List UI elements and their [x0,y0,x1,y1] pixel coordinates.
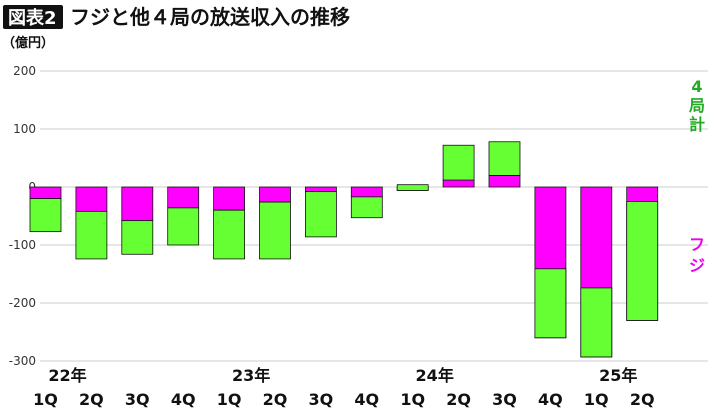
bar-others [580,287,613,358]
chart-title: フジと他４局の放送収入の推移 [70,5,350,29]
y-tick-label: -100 [9,238,36,252]
x-tick-label: 4Q [354,390,379,409]
series-label-char: 計 [689,115,705,134]
unit-label: （億円） [2,35,54,51]
series-label-char: 4 [691,77,702,96]
series-label-char: 局 [689,96,705,115]
bar-fuji [442,179,475,188]
y-tick-label: -300 [9,354,36,368]
y-tick-label: 200 [13,64,36,78]
x-tick-label: 1Q [400,390,425,409]
bar-others [167,207,200,246]
x-tick-label: 2Q [630,390,655,409]
bar-fuji [304,186,337,193]
x-tick-label: 2Q [446,390,471,409]
title-badge: 図表2 [8,7,57,29]
x-tick-label: 4Q [171,390,196,409]
bar-fuji [488,174,521,188]
x-tick-label: 1Q [584,390,609,409]
bar-fuji [350,186,383,198]
series-label-char: フ [689,235,705,254]
bar-others [75,210,108,260]
x-tick-label: 2Q [79,390,104,409]
title-badge-background [3,5,63,29]
bar-others [488,141,521,176]
year-labels: 22年 23年 24年 25年 [48,366,637,385]
bar-others [626,201,659,321]
bar-fuji [259,186,291,203]
bar-others [259,201,291,260]
chart-header: 図表2 フジと他４局の放送収入の推移 （億円） [2,5,350,51]
year-label: 24年 [416,366,454,385]
x-tick-label: 3Q [492,390,517,409]
y-tick-label: -200 [9,296,36,310]
bar-others [534,268,567,339]
bar-others [442,144,475,181]
bar-fuji [75,186,108,212]
bar-fuji [121,186,154,222]
x-tick-label: 1Q [33,390,58,409]
bar-others [304,191,337,238]
year-label: 25年 [599,366,637,385]
series-label-fuji: フジ [689,235,705,275]
bar-others [29,198,62,233]
y-tick-label: 100 [13,122,36,136]
bar-others [213,209,246,260]
bar-others [121,220,154,255]
year-label: 22年 [48,366,86,385]
x-tick-label: 1Q [217,390,242,409]
x-tick-label: 3Q [125,390,150,409]
bar-fuji [167,186,200,209]
bar-others [350,196,383,219]
series-label-others: 4 局計 [689,77,705,134]
x-tick-label: 4Q [538,390,563,409]
x-tick-labels: 1Q 2Q 3Q 4Q 1Q 2Q 3Q 4Q 1Q 2Q 3Q 4Q 1Q 2Q [33,390,654,409]
year-label: 23年 [232,366,270,385]
bar-fuji [213,186,246,211]
bar-fuji [29,186,62,199]
x-tick-label: 2Q [263,390,288,409]
x-tick-label: 3Q [309,390,334,409]
bars-layer [29,141,659,358]
bar-others [396,184,429,191]
series-label-char: ジ [689,256,705,275]
